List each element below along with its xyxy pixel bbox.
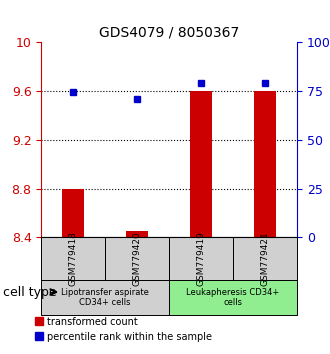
Bar xyxy=(254,91,276,237)
Text: Lipotransfer aspirate
CD34+ cells: Lipotransfer aspirate CD34+ cells xyxy=(61,288,149,307)
FancyBboxPatch shape xyxy=(233,237,297,280)
Text: Leukapheresis CD34+
cells: Leukapheresis CD34+ cells xyxy=(186,288,280,307)
FancyBboxPatch shape xyxy=(41,237,105,280)
Bar xyxy=(62,188,84,237)
FancyBboxPatch shape xyxy=(169,237,233,280)
Bar xyxy=(126,231,148,237)
FancyBboxPatch shape xyxy=(105,237,169,280)
Text: GSM779421: GSM779421 xyxy=(260,231,270,286)
Text: GSM779418: GSM779418 xyxy=(69,231,78,286)
Text: GSM779420: GSM779420 xyxy=(133,231,142,286)
Title: GDS4079 / 8050367: GDS4079 / 8050367 xyxy=(99,26,239,40)
Legend: transformed count, percentile rank within the sample: transformed count, percentile rank withi… xyxy=(31,313,216,346)
Text: GSM779419: GSM779419 xyxy=(197,231,206,286)
Bar xyxy=(190,91,212,237)
FancyBboxPatch shape xyxy=(169,280,297,315)
Text: cell type: cell type xyxy=(3,286,57,298)
FancyBboxPatch shape xyxy=(41,280,169,315)
